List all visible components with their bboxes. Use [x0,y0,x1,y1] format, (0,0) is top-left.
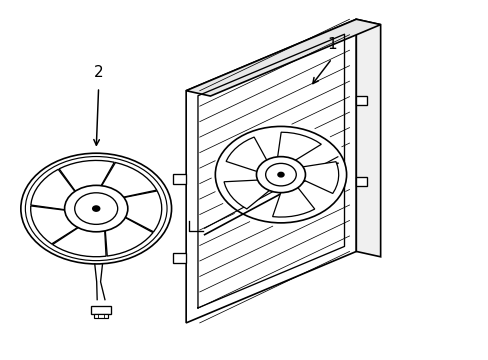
Polygon shape [224,180,271,209]
Ellipse shape [25,157,167,261]
Ellipse shape [21,153,171,264]
Polygon shape [186,19,356,323]
Polygon shape [59,161,114,197]
Polygon shape [225,137,267,172]
Ellipse shape [256,157,305,193]
Polygon shape [356,177,366,186]
Polygon shape [277,132,321,162]
Polygon shape [52,223,106,257]
Ellipse shape [265,163,296,186]
Text: 2: 2 [94,65,103,80]
Ellipse shape [64,185,127,232]
Ellipse shape [278,172,284,177]
Ellipse shape [93,206,100,211]
Ellipse shape [75,193,118,224]
Polygon shape [272,185,314,217]
Polygon shape [115,191,162,232]
Polygon shape [299,162,338,193]
Polygon shape [186,19,380,96]
FancyBboxPatch shape [91,306,111,314]
Polygon shape [172,174,186,184]
Polygon shape [31,169,79,211]
Polygon shape [104,213,153,256]
Polygon shape [356,96,366,105]
FancyBboxPatch shape [94,314,108,318]
Text: 1: 1 [326,37,336,52]
Polygon shape [356,19,380,257]
Polygon shape [172,252,186,263]
Polygon shape [98,162,157,199]
Polygon shape [31,206,85,244]
Ellipse shape [215,126,346,223]
